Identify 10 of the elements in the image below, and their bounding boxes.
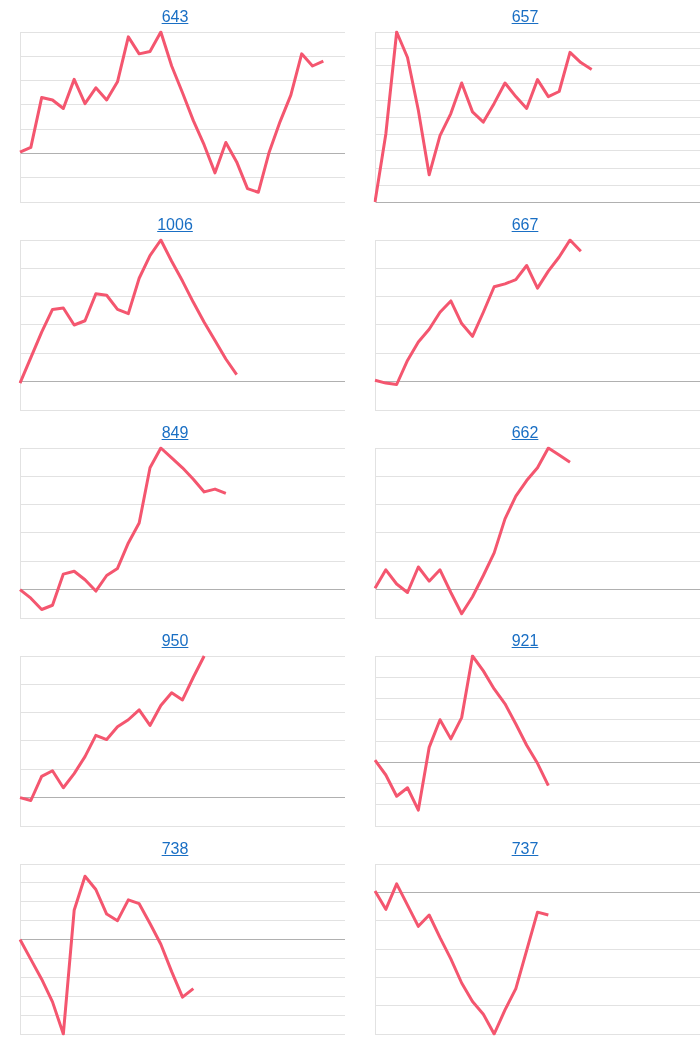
chart-title: 921 <box>510 631 540 651</box>
chart-title: 737 <box>510 839 540 859</box>
chart-title: 657 <box>510 7 540 27</box>
chart-title: 849 <box>160 423 190 443</box>
chart-title: 643 <box>160 7 190 27</box>
chart-title: 1006 <box>156 215 194 235</box>
chart-title: 738 <box>160 839 190 859</box>
chart-title: 662 <box>510 423 540 443</box>
chart-title: 950 <box>160 631 190 651</box>
chart-title: 667 <box>510 215 540 235</box>
